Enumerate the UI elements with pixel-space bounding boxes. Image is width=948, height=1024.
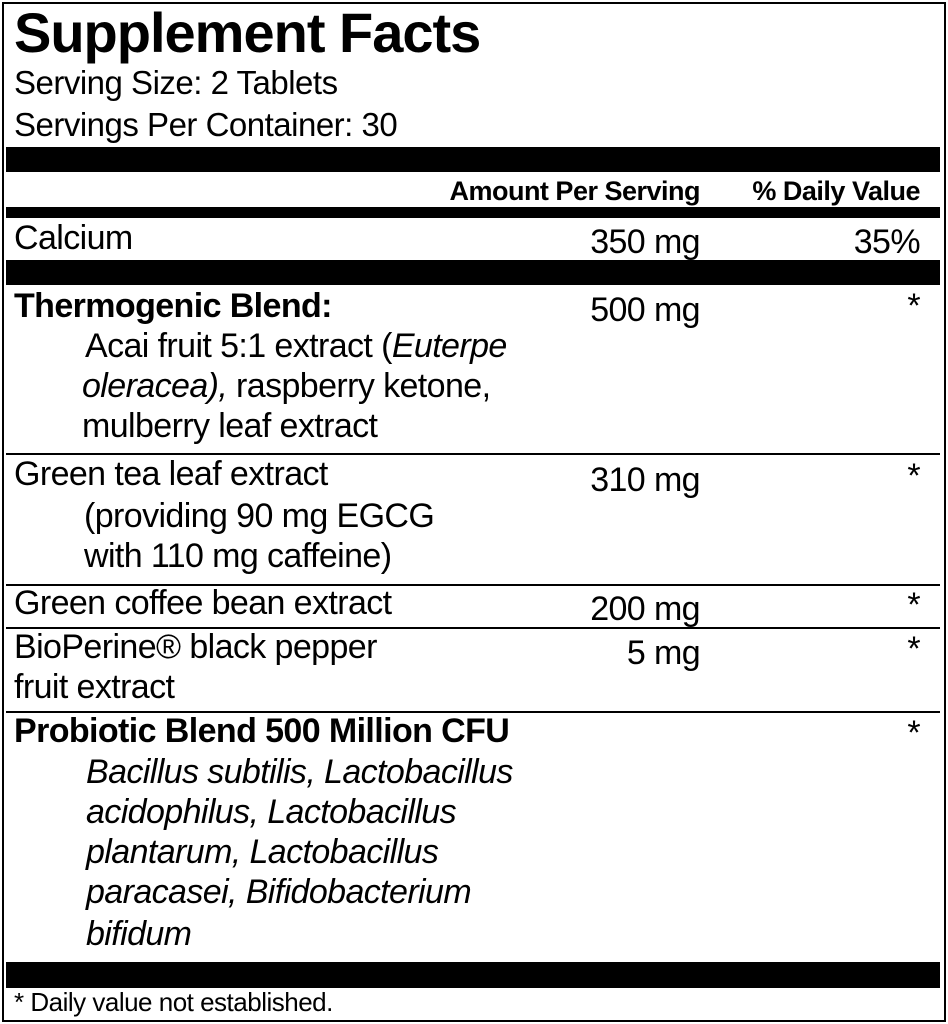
nutrient-dv: 35% (853, 223, 921, 261)
blend-name: Thermogenic Blend: (14, 287, 333, 325)
blend-ingredients-line: mulberry leaf extract (82, 407, 378, 445)
servings-per-container: Servings Per Container: 30 (14, 106, 398, 143)
ingredient-latin: oleracea), (82, 367, 228, 405)
blend-dv: * (907, 714, 920, 752)
footnote: * Daily value not established. (14, 987, 333, 1017)
probiotic-strain-line: Bacillus subtilis, Lactobacillus (86, 753, 513, 791)
blend-dv: * (907, 287, 920, 325)
nutrient-amount: 200 mg (590, 590, 700, 628)
blend-ingredients-line: oleracea), raspberry ketone, (82, 366, 491, 406)
thin-divider (6, 584, 940, 586)
nutrient-name-cont: fruit extract (14, 668, 175, 706)
probiotic-strain-line: acidophilus, Lactobacillus (86, 793, 457, 831)
label-title: Supplement Facts (14, 1, 481, 64)
thin-divider (6, 453, 940, 455)
thick-divider (6, 147, 940, 172)
blend-name: Probiotic Blend 500 Million CFU (14, 712, 510, 750)
header-amount: Amount Per Serving (449, 176, 700, 206)
nutrient-dv: * (907, 630, 920, 668)
medium-divider (6, 207, 940, 218)
nutrient-name: Green tea leaf extract (14, 455, 328, 493)
nutrient-name: BioPerine® black pepper (14, 628, 377, 666)
nutrient-name: Green coffee bean extract (14, 584, 392, 622)
nutrient-amount: 310 mg (590, 461, 700, 499)
probiotic-strain-line: paracasei, Bifidobacterium (86, 873, 472, 911)
nutrient-amount: 350 mg (590, 223, 700, 261)
serving-size: Serving Size: 2 Tablets (14, 64, 338, 101)
ingredient-latin: Euterpe (391, 327, 507, 365)
nutrient-detail: (providing 90 mg EGCG (84, 497, 435, 535)
probiotic-strain-line: plantarum, Lactobacillus (86, 833, 439, 871)
ingredient-text: Acai fruit 5:1 extract ( (85, 327, 392, 365)
ingredient-text: raspberry ketone, (227, 367, 491, 405)
nutrient-dv: * (907, 457, 920, 495)
probiotic-strain-line: bifidum (86, 915, 192, 953)
nutrient-name: Calcium (14, 219, 133, 257)
thick-divider (6, 260, 940, 285)
nutrient-amount: 5 mg (626, 634, 701, 672)
thin-divider (6, 627, 940, 629)
nutrient-dv: * (907, 586, 920, 624)
header-daily-value: % Daily Value (752, 176, 920, 206)
blend-amount: 500 mg (590, 291, 700, 329)
blend-ingredients-line: Acai fruit 5:1 extract (Euterpe (85, 326, 507, 366)
thick-divider (6, 962, 940, 988)
thin-divider (6, 711, 940, 713)
nutrient-detail: with 110 mg caffeine) (84, 537, 392, 575)
